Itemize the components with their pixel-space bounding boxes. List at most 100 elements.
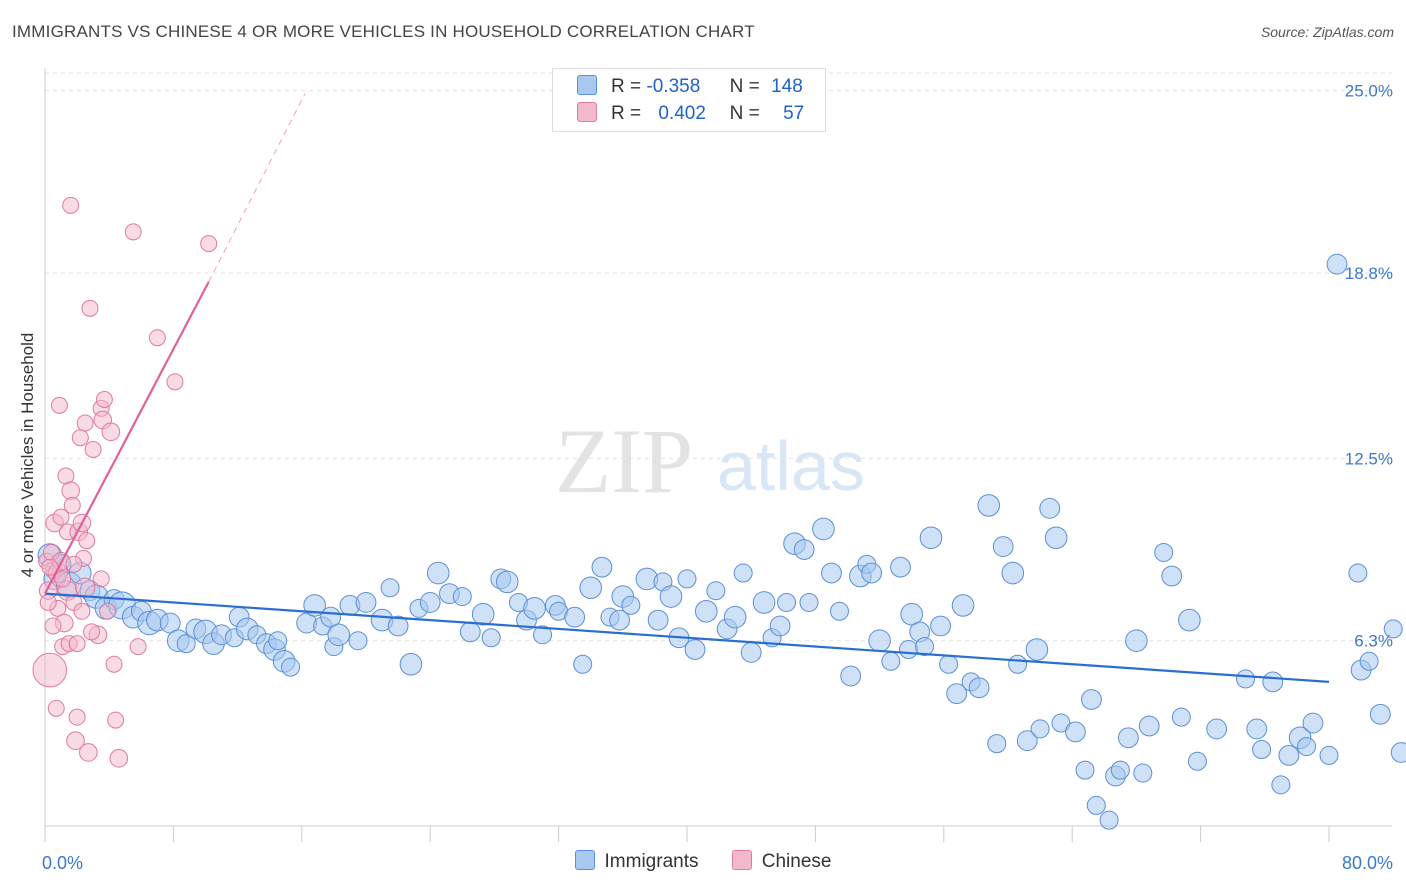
immigrants-point: [176, 634, 196, 654]
immigrants-point: [684, 639, 706, 660]
chinese-point: [32, 652, 68, 688]
n-label: N =: [729, 76, 760, 97]
immigrants-point: [419, 592, 441, 613]
chinese-point: [109, 749, 129, 768]
chinese-point: [78, 532, 96, 550]
correlation-legend: R = -0.358 N = 148 R = 0.402 N = 57: [552, 68, 826, 132]
chinese-point: [44, 617, 62, 635]
immigrants-point: [1297, 737, 1317, 757]
chinese-point: [101, 422, 121, 442]
watermark-atlas: atlas: [717, 427, 865, 505]
immigrants-point: [793, 539, 815, 560]
chinese-point: [47, 699, 65, 717]
chinese-point: [68, 635, 86, 653]
immigrants-point: [694, 599, 718, 623]
chinese-point: [66, 731, 85, 750]
immigrants-point: [723, 605, 747, 629]
immigrants-point: [968, 677, 990, 699]
immigrants-point: [1171, 707, 1191, 727]
x-tick-label: 80.0%: [1342, 853, 1393, 873]
chinese-point: [52, 508, 70, 526]
r-label: R =: [611, 76, 642, 97]
immigrants-points: [37, 253, 1406, 830]
immigrants-point: [1044, 526, 1068, 550]
immigrants-point: [1271, 775, 1291, 795]
chinese-point: [71, 429, 89, 447]
immigrants-point: [1065, 721, 1086, 743]
legend-row-chinese: R = 0.402 N = 57: [577, 102, 804, 126]
immigrants-point: [890, 556, 911, 578]
x-tick-label: 0.0%: [42, 853, 83, 873]
immigrants-point: [1086, 795, 1106, 815]
immigrants-point: [1369, 703, 1391, 725]
chinese-point: [95, 390, 113, 408]
y-axis-label: 4 or more Vehicles in Household: [18, 332, 37, 578]
chinese-swatch-icon: [731, 850, 752, 870]
immigrants-point: [829, 601, 849, 621]
y-tick-label: 18.8%: [1345, 264, 1393, 283]
immigrants-point: [1246, 718, 1268, 740]
chinese-point: [63, 496, 81, 514]
immigrants-point: [471, 602, 495, 626]
immigrants-point: [459, 621, 481, 643]
chinese-point: [68, 708, 86, 726]
immigrants-point: [387, 615, 409, 637]
immigrants-point: [579, 576, 603, 600]
chinese-point: [65, 555, 83, 573]
r-value: 0.402: [658, 103, 706, 124]
r-label: R =: [611, 103, 642, 124]
source-credit: Source: ZipAtlas.com: [1260, 24, 1394, 40]
immigrants-point: [659, 585, 683, 608]
chinese-point: [73, 602, 91, 620]
chinese-point: [50, 396, 68, 414]
immigrants-point: [812, 517, 835, 541]
immigrants-point: [740, 642, 762, 663]
immigrants-point: [268, 631, 288, 651]
immigrants-point: [1138, 715, 1160, 737]
immigrants-point: [1039, 497, 1061, 519]
chinese-point: [200, 235, 218, 253]
chinese-point: [76, 414, 94, 432]
immigrants-point: [915, 637, 935, 657]
immigrants-point: [1319, 745, 1339, 765]
chinese-point: [39, 593, 57, 611]
immigrants-point: [868, 629, 891, 652]
immigrants-point: [1133, 763, 1153, 783]
immigrants-point: [452, 587, 472, 607]
immigrants-point: [1187, 751, 1207, 771]
y-tick-label: 6.3%: [1354, 632, 1393, 651]
chinese-point: [148, 329, 166, 347]
chinese-point: [75, 577, 96, 598]
immigrants-point: [591, 556, 613, 578]
legend-item-chinese: Chinese: [731, 850, 831, 873]
chinese-point: [124, 223, 142, 241]
immigrants-point: [992, 536, 1014, 557]
immigrants-point: [481, 628, 501, 648]
immigrants-point: [523, 597, 546, 620]
immigrants-point: [840, 665, 862, 687]
immigrants-point: [919, 526, 943, 550]
chinese-swatch-icon: [577, 102, 597, 122]
chart-title: IMMIGRANTS VS CHINESE 4 OR MORE VEHICLES…: [12, 22, 755, 41]
chinese-point: [107, 711, 125, 729]
immigrants-point: [1326, 253, 1348, 275]
immigrants-point: [1117, 727, 1139, 749]
immigrants-point: [677, 569, 697, 589]
r-value: -0.358: [646, 76, 701, 97]
immigrants-point: [647, 609, 669, 631]
immigrants-point: [1154, 542, 1174, 562]
immigrants-point: [348, 631, 368, 651]
immigrants-swatch-icon: [574, 850, 595, 870]
trend-lines: [44, 93, 1330, 683]
immigrants-point: [355, 592, 377, 613]
immigrants-point: [861, 562, 882, 584]
immigrants-point: [1081, 689, 1102, 710]
immigrants-swatch-icon: [577, 75, 597, 95]
immigrants-point: [769, 615, 791, 637]
axes: [44, 68, 1392, 842]
chinese-point: [81, 299, 99, 317]
immigrants-point: [1008, 654, 1028, 674]
immigrants-point: [930, 615, 951, 637]
immigrants-point: [1178, 608, 1201, 632]
chinese-trend-extension: [208, 93, 306, 283]
